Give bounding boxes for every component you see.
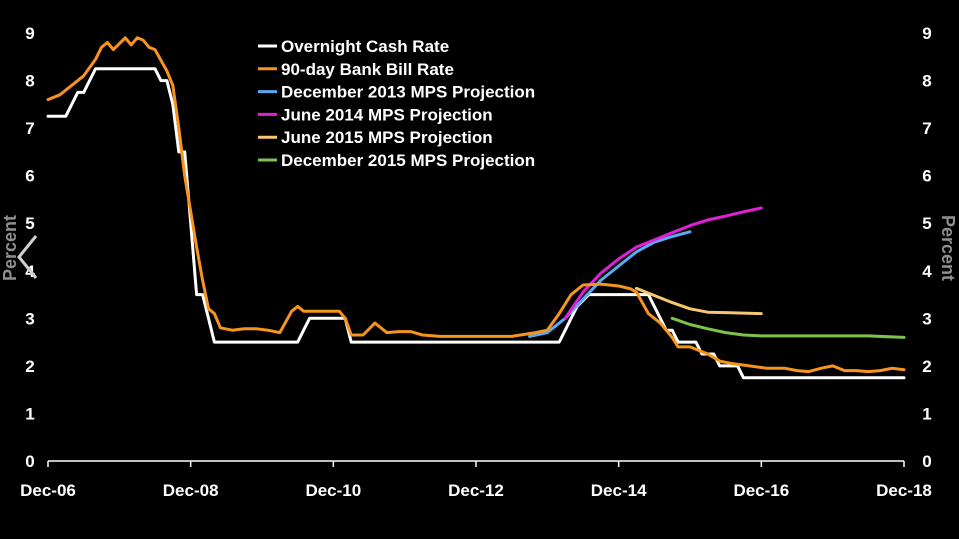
x-tick-label: Dec-14 [591, 481, 647, 500]
legend-label: June 2015 MPS Projection [281, 128, 493, 147]
y-tick-label-right: 1 [922, 404, 931, 423]
y-tick-label-left: 1 [25, 404, 34, 423]
y-tick-label-right: 8 [922, 72, 931, 91]
x-tick-label: Dec-10 [305, 481, 361, 500]
y-tick-label-right: 6 [922, 167, 931, 186]
y-tick-label-right: 2 [922, 357, 931, 376]
y-axis-right-ticks: 0 1 2 3 4 5 6 7 8 9 [922, 24, 932, 471]
series-line-2 [528, 230, 692, 338]
x-tick-label: Dec-06 [20, 481, 76, 500]
legend-label: June 2014 MPS Projection [281, 105, 493, 124]
y-tick-label-left: 7 [25, 119, 34, 138]
legend-label: 90-day Bank Bill Rate [281, 60, 454, 79]
y-tick-label-left: 3 [25, 309, 34, 328]
y-tick-label-left: 8 [25, 72, 34, 91]
axes: Dec-06 Dec-08 Dec-10 Dec-12 Dec-14 Dec-16 Dec-… [20, 24, 932, 500]
y-tick-label-left: 9 [25, 24, 34, 43]
y-tick-label-right: 7 [922, 119, 931, 138]
y-tick-label-right: 3 [922, 309, 931, 328]
y-tick-label-right: 4 [922, 262, 932, 281]
series-layer [46, 36, 906, 380]
y-tick-label-right: 9 [922, 24, 931, 43]
chevron-left-icon[interactable] [17, 235, 38, 279]
x-tick-label: Dec-16 [733, 481, 789, 500]
x-axis-ticks: Dec-06 Dec-08 Dec-10 Dec-12 Dec-14 Dec-16 Dec-… [20, 461, 932, 500]
x-tick-label: Dec-18 [876, 481, 932, 500]
series-line-5 [670, 316, 906, 339]
y-axis-right-title: Percent [938, 215, 958, 281]
legend-label: Overnight Cash Rate [281, 37, 449, 56]
x-tick-label: Dec-12 [448, 481, 504, 500]
x-tick-label: Dec-08 [163, 481, 219, 500]
y-tick-label-left: 2 [25, 357, 34, 376]
y-tick-label-left: 0 [25, 452, 34, 471]
legend-label: December 2013 MPS Projection [281, 83, 535, 102]
series-line-4 [635, 286, 763, 316]
y-tick-label-right: 0 [922, 452, 931, 471]
y-tick-label-left: 5 [25, 214, 34, 233]
legend-label: December 2015 MPS Projection [281, 151, 535, 170]
y-tick-label-left: 6 [25, 167, 34, 186]
series-line-1 [46, 36, 906, 374]
y-axis-left-title: Percent [0, 215, 20, 281]
series-line-3 [563, 206, 763, 320]
legend: Overnight Cash Rate 90-day Bank Bill Rate… [258, 37, 535, 170]
y-tick-label-right: 5 [922, 214, 931, 233]
